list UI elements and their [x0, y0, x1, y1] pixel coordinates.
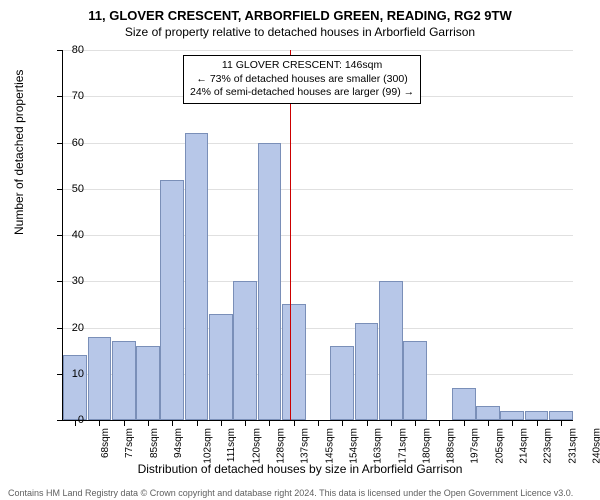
x-tick-label: 214sqm — [519, 428, 530, 464]
x-tick-label: 77sqm — [124, 428, 135, 458]
x-tick-label: 145sqm — [324, 428, 335, 464]
y-axis-title: Number of detached properties — [12, 70, 26, 235]
bar — [63, 355, 87, 420]
x-tick — [294, 420, 295, 426]
x-tick-label: 240sqm — [591, 428, 600, 464]
bar — [500, 411, 524, 420]
bar — [209, 314, 233, 420]
bar — [379, 281, 403, 420]
y-tick — [57, 235, 63, 236]
gridline — [63, 143, 573, 144]
y-tick — [57, 50, 63, 51]
x-tick — [415, 420, 416, 426]
footer-text: Contains HM Land Registry data © Crown c… — [8, 488, 573, 498]
y-tick-label: 70 — [72, 90, 84, 102]
x-tick-label: 68sqm — [100, 428, 111, 458]
y-tick — [57, 374, 63, 375]
x-tick-label: 188sqm — [446, 428, 457, 464]
x-tick — [197, 420, 198, 426]
x-tick — [488, 420, 489, 426]
bar — [233, 281, 257, 420]
bar — [136, 346, 160, 420]
x-tick — [245, 420, 246, 426]
y-tick-label: 50 — [72, 183, 84, 195]
chart-container: 11, GLOVER CRESCENT, ARBORFIELD GREEN, R… — [0, 0, 600, 500]
x-tick — [172, 420, 173, 426]
y-tick — [57, 143, 63, 144]
x-tick — [391, 420, 392, 426]
bar — [330, 346, 354, 420]
bar — [476, 406, 500, 420]
chart-title: 11, GLOVER CRESCENT, ARBORFIELD GREEN, R… — [0, 0, 600, 23]
y-tick-label: 60 — [72, 137, 84, 149]
bar — [160, 180, 184, 421]
x-tick — [124, 420, 125, 426]
x-tick-label: 171sqm — [397, 428, 408, 464]
y-tick-label: 40 — [72, 229, 84, 241]
x-tick-label: 231sqm — [567, 428, 578, 464]
x-tick — [318, 420, 319, 426]
bar — [452, 388, 476, 420]
x-tick-label: 205sqm — [494, 428, 505, 464]
x-tick-label: 163sqm — [373, 428, 384, 464]
x-tick — [512, 420, 513, 426]
x-tick-label: 120sqm — [251, 428, 262, 464]
x-tick — [439, 420, 440, 426]
x-tick — [269, 420, 270, 426]
y-tick-label: 30 — [72, 275, 84, 287]
gridline — [63, 281, 573, 282]
x-tick-label: 128sqm — [276, 428, 287, 464]
y-tick — [57, 96, 63, 97]
y-tick-label: 10 — [72, 368, 84, 380]
x-tick-label: 102sqm — [203, 428, 214, 464]
gridline — [63, 235, 573, 236]
x-tick-label: 94sqm — [173, 428, 184, 458]
plot-area: 11 GLOVER CRESCENT: 146sqm← 73% of detac… — [62, 50, 573, 421]
y-tick — [57, 189, 63, 190]
x-axis-title: Distribution of detached houses by size … — [0, 462, 600, 476]
gridline — [63, 50, 573, 51]
bar — [112, 341, 136, 420]
x-tick — [537, 420, 538, 426]
annotation-line: ← 73% of detached houses are smaller (30… — [190, 73, 414, 87]
x-tick — [148, 420, 149, 426]
y-tick — [57, 281, 63, 282]
x-tick-label: 154sqm — [349, 428, 360, 464]
bar — [282, 304, 306, 420]
x-tick-label: 180sqm — [421, 428, 432, 464]
x-tick-label: 223sqm — [543, 428, 554, 464]
bar — [403, 341, 427, 420]
x-tick — [75, 420, 76, 426]
y-tick-label: 20 — [72, 322, 84, 334]
chart-subtitle: Size of property relative to detached ho… — [0, 23, 600, 39]
y-tick-label: 80 — [72, 44, 84, 56]
x-tick — [367, 420, 368, 426]
x-tick — [99, 420, 100, 426]
annotation-line: 11 GLOVER CRESCENT: 146sqm — [190, 59, 414, 73]
gridline — [63, 189, 573, 190]
x-tick — [221, 420, 222, 426]
x-tick — [464, 420, 465, 426]
y-tick-label: 0 — [78, 414, 84, 426]
bar — [525, 411, 549, 420]
x-tick — [342, 420, 343, 426]
annotation-line: 24% of semi-detached houses are larger (… — [190, 86, 414, 100]
y-tick — [57, 328, 63, 329]
bar — [258, 143, 282, 421]
bar — [185, 133, 209, 420]
gridline — [63, 328, 573, 329]
x-tick-label: 85sqm — [149, 428, 160, 458]
bar — [549, 411, 573, 420]
x-tick — [561, 420, 562, 426]
x-tick-label: 137sqm — [300, 428, 311, 464]
annotation-box: 11 GLOVER CRESCENT: 146sqm← 73% of detac… — [183, 55, 421, 104]
reference-vline — [290, 50, 291, 420]
bar — [355, 323, 379, 420]
y-tick — [57, 420, 63, 421]
x-tick-label: 111sqm — [226, 428, 237, 462]
bar — [88, 337, 112, 420]
x-tick-label: 197sqm — [470, 428, 481, 464]
